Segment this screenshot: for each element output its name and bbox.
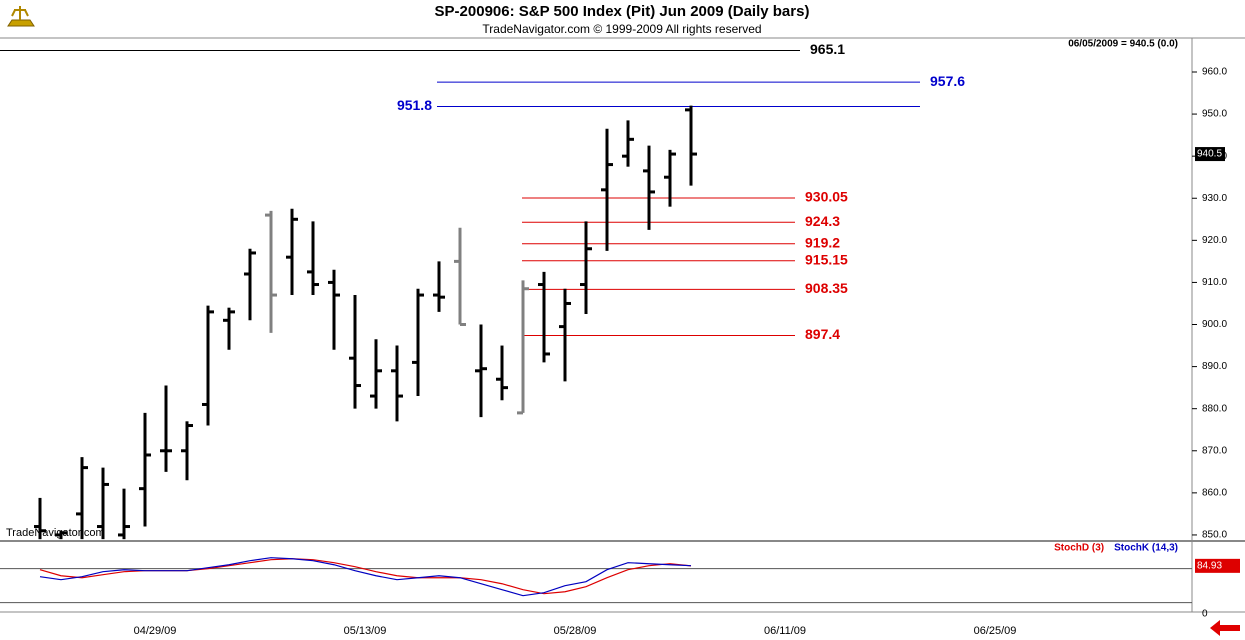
y-tick-label: 960.0	[1202, 67, 1227, 78]
level-label: 924.3	[805, 213, 840, 229]
watermark: TradeNavigator.com	[6, 527, 105, 539]
level-label: 930.05	[805, 189, 848, 205]
chart-title: SP-200906: S&P 500 Index (Pit) Jun 2009 …	[435, 3, 810, 20]
bars	[34, 105, 697, 540]
y-tick-label: 900.0	[1202, 319, 1227, 330]
chart-subtitle: TradeNavigator.com © 1999-2009 All right…	[482, 22, 761, 36]
last-price-label: 940.5	[1197, 149, 1222, 160]
x-tick-label: 05/13/09	[344, 625, 387, 637]
last-value-box	[1195, 558, 1240, 573]
level-label: 908.35	[805, 280, 848, 296]
y-tick-label: 860.0	[1202, 488, 1227, 499]
y-tick-label: 0	[1202, 609, 1208, 620]
level-label: 951.8	[397, 97, 432, 113]
y-tick-label: 920.0	[1202, 235, 1227, 246]
y-tick-label: 910.0	[1202, 277, 1227, 288]
y-tick-label: 880.0	[1202, 403, 1227, 414]
scroll-arrow[interactable]	[1210, 620, 1240, 636]
last-value-label: 84.93	[1197, 560, 1222, 571]
y-tick-label: 850.0	[1202, 530, 1227, 541]
x-tick-label: 05/28/09	[554, 625, 597, 637]
stoch-line	[39, 557, 692, 597]
legend-entry: StochD (3)	[1054, 543, 1104, 554]
level-label: 897.4	[805, 326, 840, 342]
logo	[7, 6, 35, 27]
x-tick-label: 06/11/09	[764, 625, 806, 637]
y-tick-label: 950.0	[1202, 109, 1227, 120]
level-label: 915.15	[805, 251, 848, 267]
x-tick-label: 06/25/09	[974, 625, 1017, 637]
y-tick-label: 930.0	[1202, 193, 1227, 204]
y-tick-label: 890.0	[1202, 361, 1227, 372]
x-tick-label: 04/29/09	[134, 625, 177, 637]
level-label: 957.6	[930, 73, 965, 89]
level-label: 919.2	[805, 234, 840, 250]
last-price-box	[1195, 147, 1225, 162]
level-label: 965.1	[810, 41, 845, 57]
y-tick-label: 870.0	[1202, 445, 1227, 456]
legend-entry: StochK (14,3)	[1114, 543, 1178, 554]
status-text: 06/05/2009 = 940.5 (0.0)	[1068, 39, 1178, 50]
